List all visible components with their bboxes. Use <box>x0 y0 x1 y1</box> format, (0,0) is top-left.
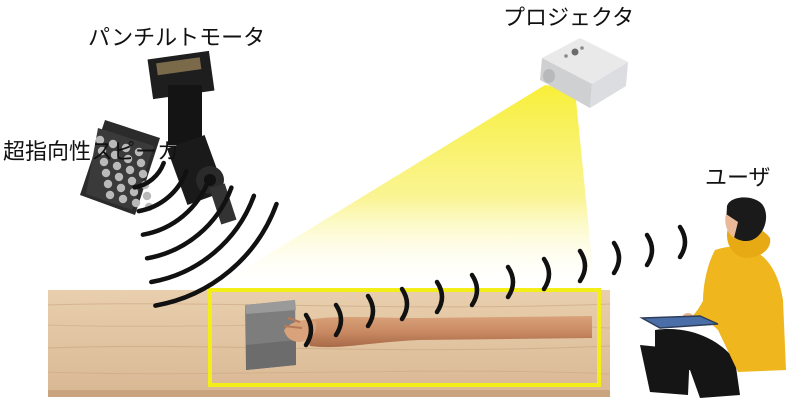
pan-tilt-motor-label: パンチルトモータ <box>88 26 266 51</box>
sound-wave-arc <box>611 240 622 276</box>
speaker-array <box>80 120 160 215</box>
sound-wave-arc <box>365 293 376 329</box>
projector-label: プロジェクタ <box>503 6 635 31</box>
speaker-cell <box>97 146 107 156</box>
sound-wave-arc <box>434 279 445 315</box>
speaker-cell <box>118 194 128 204</box>
sound-wave-arc <box>132 160 166 190</box>
speaker-cell <box>105 190 115 200</box>
speaker-cell <box>114 172 124 182</box>
sound-wave-arc <box>140 177 212 237</box>
sound-wave-arc <box>136 168 189 214</box>
sound-wave-arc <box>144 185 234 261</box>
speaker-cell <box>127 176 137 186</box>
speaker-cell <box>136 158 146 168</box>
sound-wave-arc <box>149 193 257 285</box>
speaker-cell <box>123 154 133 164</box>
sound-wave-arc <box>469 272 480 308</box>
sound-wave-arc <box>399 286 410 322</box>
speaker-cell <box>142 191 152 201</box>
sound-wave-arc <box>505 264 516 300</box>
speaker-cell <box>108 139 118 149</box>
speaker-cell <box>129 187 139 197</box>
speaker-cell <box>134 147 144 157</box>
speaker-cell <box>95 135 105 145</box>
sound-wave-arc <box>333 302 344 338</box>
sound-wave-arc <box>677 224 688 260</box>
speaker-cell <box>99 157 109 167</box>
speaker-cell <box>101 168 111 178</box>
sound-waves-user <box>303 224 688 348</box>
gray-block <box>245 300 296 370</box>
speaker-cell <box>125 165 135 175</box>
speaker-cell <box>131 198 141 208</box>
projector-beam <box>210 85 595 290</box>
projector <box>540 38 628 108</box>
speaker-cell <box>121 143 131 153</box>
user-label: ユーザ <box>705 166 771 191</box>
speaker-cell <box>103 179 113 189</box>
speaker-cell <box>116 183 126 193</box>
sound-waves-speaker <box>132 160 279 308</box>
speaker-cell <box>112 161 122 171</box>
speaker-label: 超指向性スピーカ <box>3 140 180 165</box>
tablet <box>639 315 719 329</box>
sound-wave-arc <box>644 232 655 268</box>
sound-wave-arc <box>303 312 314 348</box>
user-figure <box>639 197 786 398</box>
sound-wave-arc <box>577 248 588 284</box>
sound-wave-arc <box>153 201 279 308</box>
pan-tilt-motor <box>147 50 237 225</box>
sound-wave-arc <box>541 256 552 292</box>
speaker-cell <box>110 150 120 160</box>
speaker-cell <box>138 169 148 179</box>
